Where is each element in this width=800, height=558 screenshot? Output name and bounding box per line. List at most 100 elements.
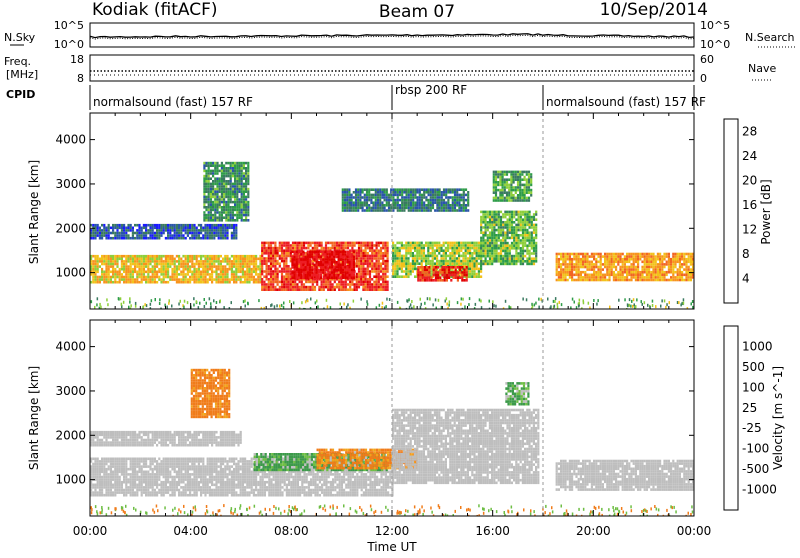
data-cell <box>465 249 467 252</box>
data-cell <box>518 247 520 250</box>
data-cell <box>167 224 169 227</box>
data-cell <box>298 277 300 280</box>
data-cell <box>410 194 412 197</box>
data-cell <box>216 219 218 222</box>
data-cell <box>663 258 665 261</box>
data-cell <box>283 260 285 263</box>
data-cell <box>283 262 285 265</box>
data-cell <box>283 255 285 258</box>
data-cell <box>635 266 637 269</box>
data-cell <box>212 216 214 219</box>
data-cell <box>279 257 281 260</box>
data-cell <box>176 234 178 237</box>
data-cell <box>116 224 118 227</box>
data-cell <box>232 201 234 204</box>
data-cell <box>633 276 635 279</box>
data-cell <box>236 219 238 222</box>
data-cell <box>362 204 364 207</box>
data-cell <box>478 270 480 273</box>
data-cell <box>401 275 403 278</box>
data-cell <box>362 270 364 273</box>
data-cell <box>509 263 511 266</box>
data-cell <box>418 242 420 245</box>
data-cell <box>221 211 223 214</box>
data-cell <box>238 209 240 212</box>
data-cell <box>356 252 358 255</box>
data-cell <box>132 276 134 279</box>
data-cell <box>346 277 348 280</box>
data-cell <box>369 257 371 260</box>
data-cell <box>624 258 626 261</box>
data-cell <box>423 255 425 258</box>
data-cell <box>245 196 247 199</box>
data-cell <box>141 258 143 261</box>
data-cell <box>300 264 302 267</box>
data-cell <box>200 229 202 232</box>
data-cell <box>316 283 318 286</box>
data-cell <box>526 263 528 266</box>
data-cell <box>436 249 438 252</box>
data-cell <box>360 249 362 252</box>
data-cell <box>600 271 602 274</box>
data-cell <box>466 276 468 279</box>
data-cell <box>489 237 491 240</box>
data-cell <box>375 196 377 199</box>
data-cell <box>461 188 463 191</box>
data-cell <box>229 260 231 263</box>
data-cell <box>225 162 227 165</box>
data-cell <box>185 232 187 235</box>
data-cell <box>586 255 588 258</box>
data-cell <box>478 262 480 265</box>
data-cell <box>371 265 373 268</box>
data-cell <box>224 260 226 263</box>
data-cell <box>412 242 414 245</box>
data-cell <box>500 257 502 260</box>
data-cell <box>322 266 324 269</box>
data-cell <box>125 227 127 230</box>
data-cell <box>108 265 110 268</box>
data-cell <box>160 265 162 268</box>
data-cell <box>296 247 298 250</box>
data-cell <box>604 266 606 269</box>
data-cell <box>500 244 502 247</box>
data-cell <box>674 261 676 264</box>
data-cell <box>467 249 469 252</box>
data-cell <box>255 268 257 271</box>
data-cell <box>500 221 502 224</box>
data-cell <box>101 276 103 279</box>
data-cell <box>524 244 526 247</box>
data-cell <box>245 190 247 193</box>
data-cell <box>318 271 320 274</box>
data-cell <box>225 190 227 193</box>
data-cell <box>116 276 118 279</box>
data-cell <box>507 250 509 253</box>
data-cell <box>272 255 274 258</box>
data-cell <box>608 274 610 277</box>
data-cell <box>556 258 558 261</box>
data-cell <box>358 283 360 286</box>
data-cell <box>110 263 112 266</box>
data-cell <box>338 274 340 277</box>
data-cell <box>480 221 482 224</box>
data-cell <box>407 268 409 271</box>
data-cell <box>241 180 243 183</box>
data-cell <box>578 258 580 261</box>
data-cell <box>336 286 338 289</box>
data-cell <box>355 207 357 210</box>
data-cell <box>130 258 132 261</box>
data-cell <box>593 268 595 271</box>
data-cell <box>376 265 378 268</box>
data-cell <box>127 276 129 279</box>
data-cell <box>491 244 493 247</box>
data-cell <box>369 288 371 291</box>
data-cell <box>367 242 369 245</box>
data-cell <box>445 188 447 191</box>
data-cell <box>644 258 646 261</box>
data-cell <box>143 265 145 268</box>
data-cell <box>185 278 187 281</box>
data-cell <box>584 266 586 269</box>
data-cell <box>193 234 195 237</box>
data-cell <box>338 264 340 267</box>
data-cell <box>323 283 325 286</box>
